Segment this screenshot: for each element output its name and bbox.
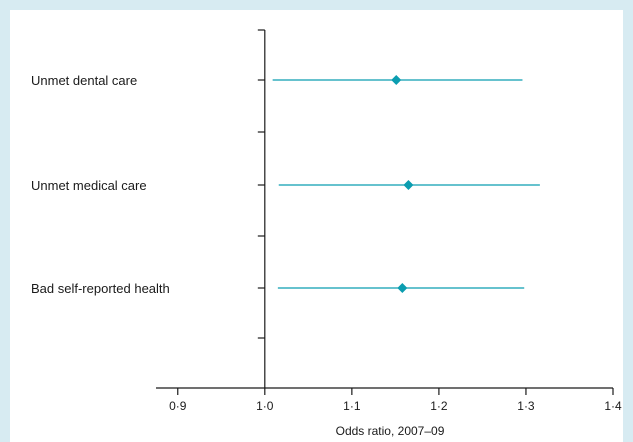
forest-rows: Unmet dental care Unmet medical care Bad s… [31,73,540,296]
y-axis-ticks [257,29,265,339]
x-tick-label-1: 1·0 [256,399,274,413]
estimate-marker-1 [391,75,402,85]
category-label-2: Unmet medical care [31,178,147,193]
x-axis: 0·9 1·0 1·1 1·2 1·3 1·4 [156,387,622,413]
x-tick-label-2: 1·1 [343,399,361,413]
category-label-3: Bad self-reported health [31,281,170,296]
x-tick-label-3: 1·2 [430,399,448,413]
x-tick-label-4: 1·3 [517,399,535,413]
category-label-1: Unmet dental care [31,73,137,88]
x-axis-title: Odds ratio, 2007–09 [336,424,445,438]
x-tick-label-5: 1·4 [604,399,622,413]
x-tick-label-0: 0·9 [169,399,187,413]
estimate-marker-3 [397,283,408,293]
estimate-marker-2 [403,180,414,190]
